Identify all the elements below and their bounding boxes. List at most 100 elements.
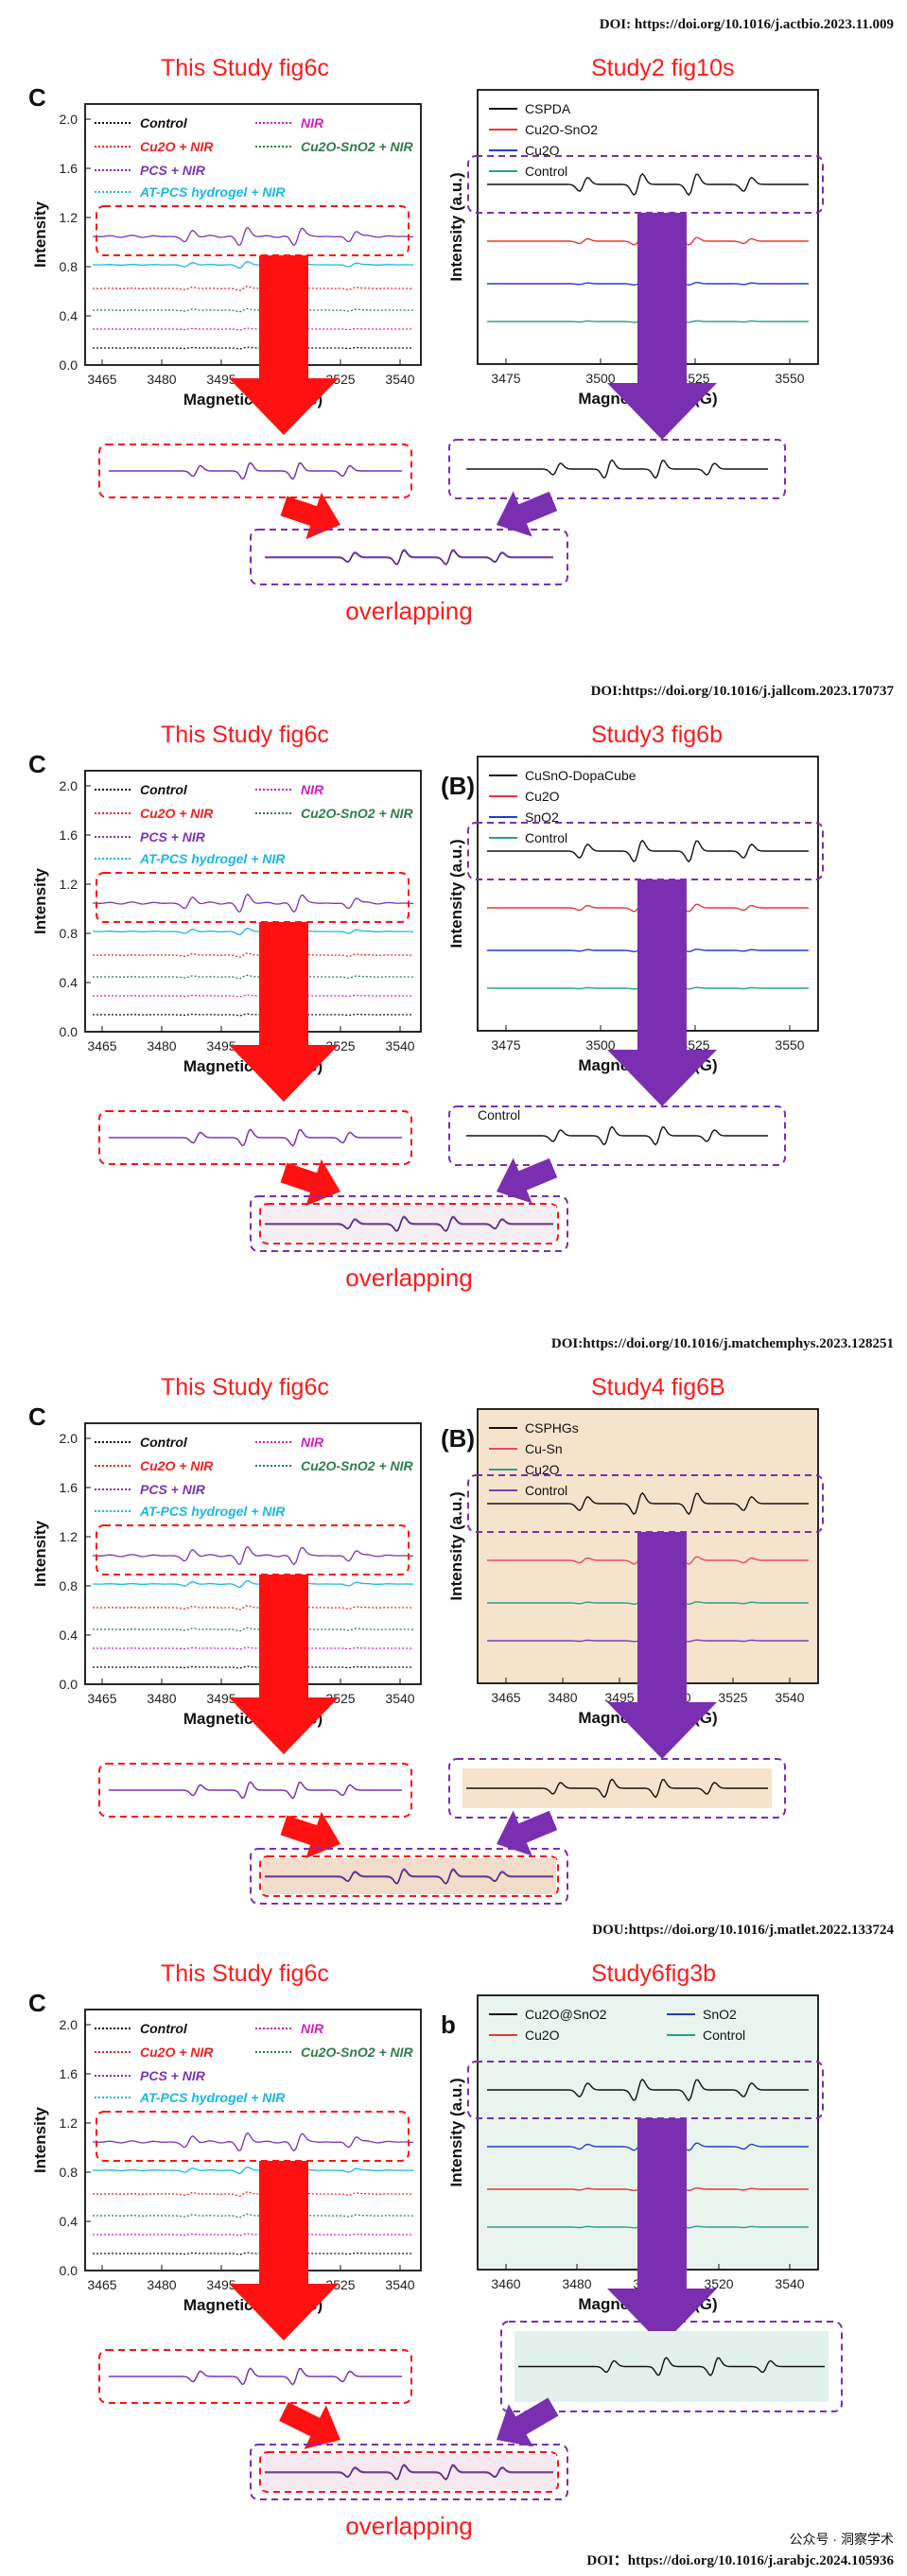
this-study-title: This Study fig6c	[161, 1960, 329, 1987]
this-study-down-arrow	[229, 2161, 339, 2341]
trace-control	[93, 346, 413, 350]
cropped-this-study-trace	[109, 461, 402, 480]
overlap-label: overlapping	[345, 1263, 472, 1292]
legend-label: NIR	[301, 115, 324, 131]
this-study-panel-letter: C	[28, 1402, 46, 1431]
x-tick-label: 3465	[87, 1038, 116, 1053]
cropped-comparison-box	[448, 1105, 786, 1166]
comparison-y-axis-label: Intensity (a.u.)	[447, 839, 465, 948]
comparison-highlight-box	[467, 1474, 824, 1533]
converge-arrow-right-shape	[496, 491, 558, 537]
trace-control	[93, 1013, 413, 1017]
comparison-trace	[487, 1491, 809, 1516]
overlap-trace-b	[265, 550, 553, 566]
cropped-this-study-trace	[109, 1128, 402, 1147]
x-tick-label: 3540	[775, 1690, 804, 1705]
legend-label: NIR	[301, 1435, 324, 1450]
x-tick-label: 3495	[206, 1691, 235, 1706]
y-tick-label: 0.4	[60, 1627, 78, 1643]
y-tick-label: 0.0	[60, 1024, 78, 1039]
legend-label: Control	[140, 2021, 188, 2036]
converge-arrow-right	[496, 491, 558, 537]
legend-label: AT-PCS hydrogel + NIR	[139, 1504, 286, 1519]
x-tick-label: 3525	[680, 1037, 709, 1053]
trace-nir	[93, 2233, 413, 2237]
x-tick-label: 3475	[491, 371, 520, 386]
comparison-down-arrow	[607, 213, 717, 440]
legend-label: Cu2O	[525, 1462, 560, 1477]
x-tick-label: 3495	[206, 372, 235, 387]
legend-label: CuSnO-DopaCube	[525, 768, 637, 783]
this-study-block-3: This Study fig6c C 0.0 0.4 0.8 1.2 1.6 2.0 3465 3…	[28, 1960, 422, 2341]
y-tick-label: 1.2	[60, 877, 78, 892]
legend-label: Cu2O	[525, 789, 560, 804]
y-tick-label: 2.0	[60, 778, 78, 793]
comparison-doi: DOI:https://doi.org/10.1016/j.matchemphy…	[551, 1336, 894, 1351]
trace-pcs	[93, 226, 413, 247]
legend-label: PCS + NIR	[140, 2068, 206, 2083]
legend-label: SnO2	[525, 809, 559, 825]
this-study-title: This Study fig6c	[161, 722, 329, 748]
this-study-y-axis-label: Intensity	[31, 2107, 49, 2173]
trace-cu2o-sno2	[93, 307, 413, 313]
legend-label: NIR	[301, 782, 324, 797]
legend-label: Cu2O-SnO2 + NIR	[301, 139, 414, 154]
this-study-y-axis-label: Intensity	[31, 1521, 49, 1587]
legend-label: CSPHGs	[525, 1420, 579, 1436]
y-tick-label: 1.2	[60, 210, 78, 225]
converge-arrow-right	[496, 1157, 558, 1204]
comparison-y-axis-label: Intensity (a.u.)	[447, 172, 465, 281]
legend-label: Cu2O + NIR	[140, 806, 214, 821]
cropped-comparison-box	[500, 2321, 843, 2412]
trace-pcs	[93, 893, 413, 914]
trace-pcs	[93, 1545, 413, 1566]
legend-label: Cu2O-SnO2	[525, 122, 598, 137]
this-study-y-axis-label: Intensity	[31, 868, 49, 934]
comparison-y-axis-label: Intensity (a.u.)	[447, 1491, 465, 1600]
this-study-block-2: This Study fig6c C 0.0 0.4 0.8 1.2 1.6 2.0 3465 3…	[28, 1374, 422, 1754]
x-tick-label: 3465	[87, 2277, 116, 2292]
legend-label: PCS + NIR	[140, 163, 206, 178]
cropped-comparison-box	[448, 439, 786, 499]
trace-cu2o	[93, 286, 413, 291]
legend-label: Cu2O-SnO2 + NIR	[301, 1458, 414, 1473]
trace-cu2o	[93, 952, 413, 958]
comparison-y-axis-label: Intensity (a.u.)	[447, 2078, 465, 2186]
this-study-highlight-box	[96, 205, 410, 256]
comparison-highlight-box	[467, 2061, 824, 2119]
cropped-this-study-box	[98, 2349, 412, 2404]
converge-arrow-right-shape	[497, 2397, 559, 2447]
legend-label: AT-PCS hydrogel + NIR	[139, 184, 286, 200]
x-tick-label: 3500	[585, 371, 615, 386]
x-tick-label: 3465	[491, 1690, 520, 1705]
this-study-y-axis-label: Intensity	[31, 201, 49, 268]
comparison-trace	[487, 839, 809, 863]
overlap-outer-box	[250, 1195, 568, 1252]
trace-control	[93, 2252, 413, 2255]
legend-label: Cu2O	[525, 2028, 560, 2043]
x-tick-label: 3495	[206, 1038, 235, 1053]
y-tick-label: 0.4	[60, 308, 78, 323]
legend-label: Cu2O + NIR	[140, 2045, 214, 2060]
converge-arrow-left-shape	[279, 2402, 340, 2449]
y-tick-label: 0.0	[60, 1677, 78, 1692]
x-tick-label: 3480	[548, 1690, 577, 1705]
x-tick-label: 3480	[147, 372, 176, 387]
this-study-highlight-box	[96, 872, 410, 923]
trace-pcs	[93, 2132, 413, 2152]
comparison-block-3: DOU:https://doi.org/10.1016/j.matlet.202…	[98, 1923, 894, 2540]
trace-control	[93, 1665, 413, 1669]
converge-arrow-left	[280, 492, 340, 540]
x-tick-label: 3540	[385, 372, 414, 387]
cropped-comparison-label: Control	[478, 1107, 520, 1123]
overlap-inner-box	[259, 1855, 559, 1897]
legend-label: Cu2O-SnO2 + NIR	[301, 2045, 414, 2060]
y-tick-label: 0.8	[60, 2165, 78, 2180]
converge-arrow-right-shape	[496, 1810, 558, 1856]
cropped-this-study-box	[98, 444, 412, 498]
overlap-inner-box	[259, 2451, 559, 2493]
converge-arrow-right	[496, 1810, 558, 1856]
x-tick-label: 3540	[385, 1038, 414, 1053]
y-tick-label: 2.0	[60, 1431, 78, 1446]
legend-label: Cu2O-SnO2 + NIR	[301, 806, 414, 821]
